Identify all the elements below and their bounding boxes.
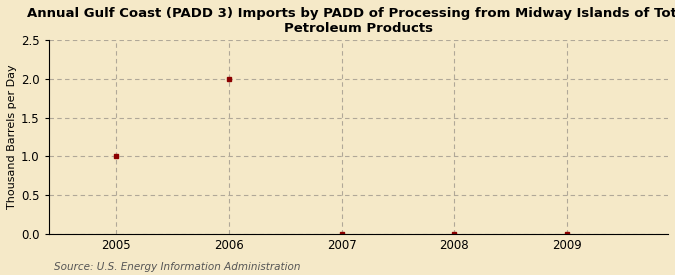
Title: Annual Gulf Coast (PADD 3) Imports by PADD of Processing from Midway Islands of : Annual Gulf Coast (PADD 3) Imports by PA…	[26, 7, 675, 35]
Y-axis label: Thousand Barrels per Day: Thousand Barrels per Day	[7, 65, 17, 209]
Text: Source: U.S. Energy Information Administration: Source: U.S. Energy Information Administ…	[54, 262, 300, 272]
